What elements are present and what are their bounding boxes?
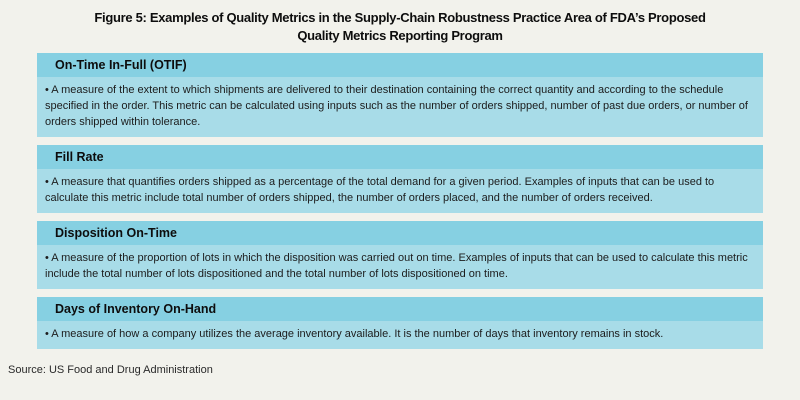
metric-description-fill-rate: • A measure that quantifies orders shipp… — [37, 169, 763, 213]
metric-title-days-of-inventory: Days of Inventory On-Hand — [37, 297, 763, 321]
metric-sections: On-Time In-Full (OTIF) • A measure of th… — [37, 53, 763, 349]
source-note: Source: US Food and Drug Administration — [8, 364, 213, 376]
metric-title-disposition-on-time: Disposition On-Time — [37, 221, 763, 245]
metric-description-otif: • A measure of the extent to which shipm… — [37, 77, 763, 137]
figure-title-line-2: Quality Metrics Reporting Program — [297, 28, 503, 43]
metric-section-days-of-inventory: Days of Inventory On-Hand • A measure of… — [37, 297, 763, 349]
figure-title: Figure 5: Examples of Quality Metrics in… — [0, 9, 800, 45]
figure-title-line-1: Figure 5: Examples of Quality Metrics in… — [94, 10, 706, 25]
metric-description-days-of-inventory: • A measure of how a company utilizes th… — [37, 321, 763, 349]
metric-section-otif: On-Time In-Full (OTIF) • A measure of th… — [37, 53, 763, 137]
metric-section-fill-rate: Fill Rate • A measure that quantifies or… — [37, 145, 763, 213]
metric-title-fill-rate: Fill Rate — [37, 145, 763, 169]
metric-title-otif: On-Time In-Full (OTIF) — [37, 53, 763, 77]
metric-section-disposition-on-time: Disposition On-Time • A measure of the p… — [37, 221, 763, 289]
metric-description-disposition-on-time: • A measure of the proportion of lots in… — [37, 245, 763, 289]
